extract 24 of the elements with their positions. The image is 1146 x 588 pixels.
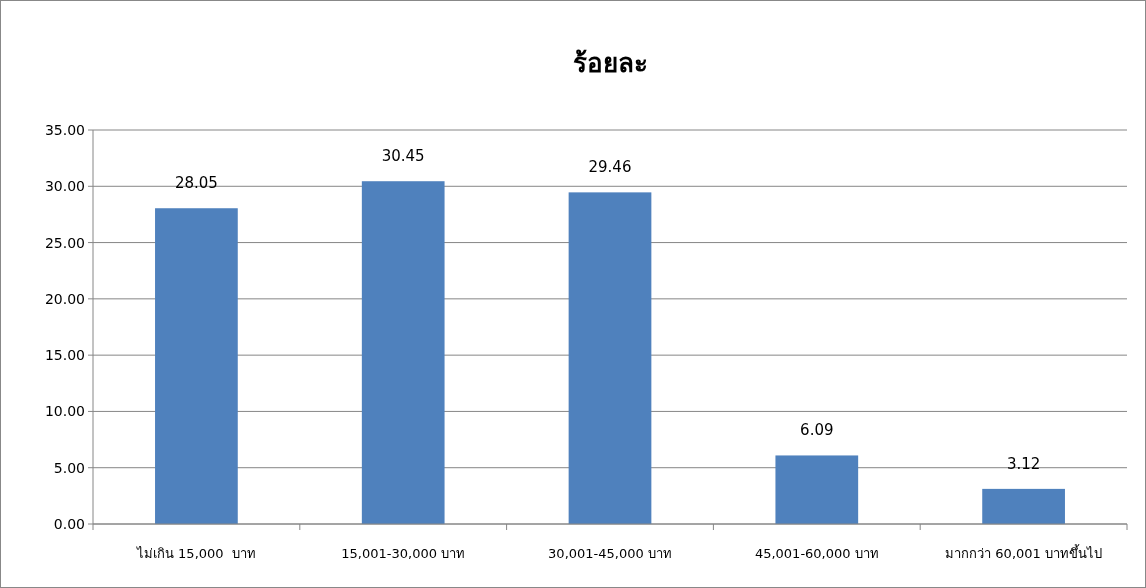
x-tick-label: 45,001-60,000 บาท [754,546,879,561]
y-tick-label: 10.00 [44,403,85,420]
y-tick-label: 35.00 [44,122,85,138]
y-tick-label: 15.00 [44,347,85,364]
bar [361,181,445,524]
bar [982,488,1065,524]
data-label: 6.09 [800,421,834,440]
data-label: 3.12 [1006,454,1041,473]
y-tick-label: 0.00 [53,516,85,532]
x-tick-label: ไม่เกิน 15,000 บาท [135,546,256,561]
y-tick-label: 30.00 [44,178,85,195]
data-label: 30.45 [381,147,425,166]
y-tick-label: 25.00 [44,234,85,251]
bar [775,455,859,524]
y-tick-label: 5.00 [53,459,85,476]
data-label: 28.05 [174,174,218,193]
x-tick-label: 15,001-30,000 บาท [341,546,466,561]
chart-title: ร้อยละ [572,48,648,78]
data-label: 29.46 [588,158,632,177]
bar [155,208,238,524]
x-tick-label: 30,001-45,000 บาท [548,546,672,561]
bar [568,192,652,524]
x-tick-label: มากกว่า 60,001 บาทขึ้นไป [945,544,1102,561]
y-tick-label: 20.00 [44,290,85,307]
